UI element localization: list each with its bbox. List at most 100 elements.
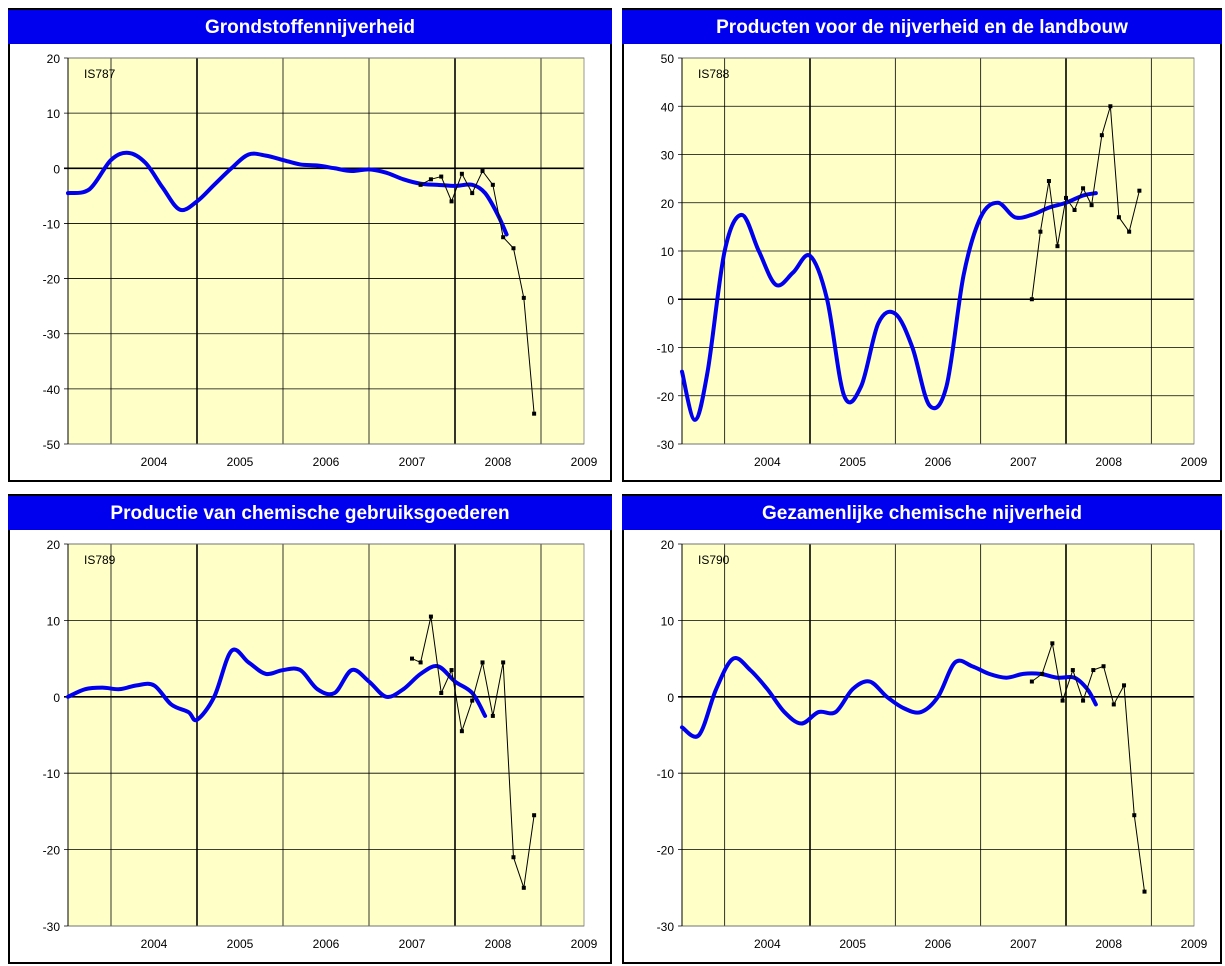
y-tick-label: -20: [43, 844, 61, 858]
y-tick-label: 10: [661, 614, 675, 628]
monthly-data-point: [1111, 702, 1116, 707]
trend-series-line: [680, 191, 1098, 422]
monthly-data-point: [449, 668, 454, 673]
x-tick-label: 2004: [754, 937, 781, 951]
x-tick-label: 2005: [839, 455, 866, 469]
x-tick-label: 2007: [399, 937, 426, 951]
y-tick-label: 50: [661, 52, 675, 66]
monthly-data-point: [1081, 698, 1086, 703]
monthly-data-point: [511, 855, 516, 860]
y-tick-label: 40: [661, 100, 675, 114]
plot-area: [68, 58, 584, 444]
y-tick-label: -20: [657, 844, 675, 858]
y-tick-label: -10: [43, 767, 61, 781]
y-tick-label: 0: [667, 691, 674, 705]
monthly-data-point: [1064, 195, 1068, 200]
monthly-data-point: [1029, 679, 1034, 684]
monthly-data-point: [1127, 229, 1132, 234]
trend-series-line: [680, 655, 1098, 739]
x-tick-label: 2004: [141, 455, 168, 469]
monthly-data-point: [1089, 203, 1094, 208]
monthly-data-point: [418, 660, 423, 665]
x-tick-label: 2008: [485, 937, 512, 951]
monthly-data-point: [1050, 641, 1055, 646]
monthly-data-point: [439, 174, 444, 179]
monthly-data-point: [501, 660, 506, 665]
y-tick-label: -30: [43, 920, 61, 934]
monthly-data-point: [1137, 188, 1142, 193]
monthly-data-point: [1081, 186, 1086, 191]
x-tick-label: 2007: [1010, 455, 1037, 469]
monthly-data-point: [1099, 133, 1104, 138]
monthly-data-point: [1091, 668, 1096, 673]
monthly-data-point: [1038, 229, 1043, 234]
series-code-label: IS789: [84, 553, 116, 567]
chart-svg: 50 40 30 20 10 0 -10 -20 -30 2004 2005 2006 2007 2008…: [657, 52, 1208, 469]
x-tick-label: 2006: [313, 937, 340, 951]
y-tick-label: -20: [43, 273, 61, 287]
series-code-label: IS788: [698, 67, 730, 81]
monthly-data-point: [1046, 179, 1051, 184]
x-tick-label: 2006: [313, 455, 340, 469]
x-tick-label: 2008: [1095, 455, 1122, 469]
monthly-data-point: [470, 191, 475, 196]
y-tick-label: -50: [43, 438, 61, 452]
y-tick-label: -10: [657, 767, 675, 781]
chart-svg: 20 10 0 -10 -20 -30 2004 2005 2006 2007 2008 2009 IS…: [657, 538, 1208, 951]
series-code-label: IS787: [84, 67, 116, 81]
monthly-data-point: [439, 690, 444, 695]
monthly-data-point: [1070, 668, 1075, 673]
monthly-data-point: [521, 295, 526, 300]
x-tick-label: 2005: [227, 937, 254, 951]
monthly-data-point: [511, 246, 516, 251]
y-tick-label: 20: [47, 538, 61, 552]
monthly-data-point: [501, 235, 506, 240]
series-code-label: IS790: [698, 553, 730, 567]
y-tick-label: 10: [47, 614, 61, 628]
monthly-data-point: [459, 171, 464, 176]
y-tick-label: -40: [43, 383, 61, 397]
chart-panel-producten: 50 40 30 20 10 0 -10 -20 -30 2004 2005 2006 2007 2008…: [622, 8, 1222, 482]
trend-series-line: [66, 647, 488, 723]
y-tick-label: 0: [667, 293, 674, 307]
x-tick-label: 2009: [1181, 455, 1208, 469]
monthly-data-point: [490, 182, 495, 187]
x-tick-label: 2007: [399, 455, 426, 469]
x-tick-label: 2009: [1181, 937, 1208, 951]
monthly-data-point: [1060, 698, 1065, 703]
y-tick-label: 30: [661, 149, 675, 163]
chart-panel-grondstoffen: 20 10 0 -10 -20 -30 -40 -50 2004 2005 2006 2007 2008…: [8, 8, 612, 482]
chart-title: Productie van chemische gebruiksgoederen: [8, 494, 612, 530]
monthly-data-point: [449, 199, 454, 204]
x-tick-label: 2007: [1010, 937, 1037, 951]
chart-svg: 20 10 0 -10 -20 -30 -40 -50 2004 2005 2006 2007 2008…: [43, 52, 598, 469]
monthly-data-point: [1116, 215, 1121, 220]
chart-title: Gezamenlijke chemische nijverheid: [622, 494, 1222, 530]
y-tick-label: -10: [657, 342, 675, 356]
monthly-data-point: [428, 177, 433, 182]
x-tick-label: 2008: [485, 455, 512, 469]
x-tick-label: 2009: [571, 937, 598, 951]
monthly-data-point: [1029, 297, 1034, 302]
trend-series-line: [66, 150, 509, 237]
monthly-series-line: [1031, 643, 1146, 892]
monthly-data-point: [1040, 671, 1045, 676]
y-tick-label: -20: [657, 390, 675, 404]
x-tick-label: 2005: [839, 937, 866, 951]
monthly-data-point: [490, 713, 495, 718]
monthly-data-point: [1101, 664, 1106, 669]
x-tick-label: 2008: [1095, 937, 1122, 951]
monthly-data-point: [1055, 244, 1060, 249]
monthly-data-point: [459, 729, 464, 734]
monthly-data-point: [480, 660, 485, 665]
x-tick-label: 2004: [754, 455, 781, 469]
monthly-data-point: [1108, 104, 1113, 109]
y-tick-label: 20: [661, 197, 675, 211]
monthly-data-point: [532, 813, 537, 818]
y-tick-label: 0: [53, 162, 60, 176]
chart-svg: 20 10 0 -10 -20 -30 2004 2005 2006 2007 2008 2009 IS…: [43, 538, 598, 951]
y-tick-label: 10: [47, 107, 61, 121]
monthly-data-point: [428, 614, 433, 619]
x-tick-label: 2006: [925, 937, 952, 951]
monthly-data-point: [480, 169, 485, 174]
